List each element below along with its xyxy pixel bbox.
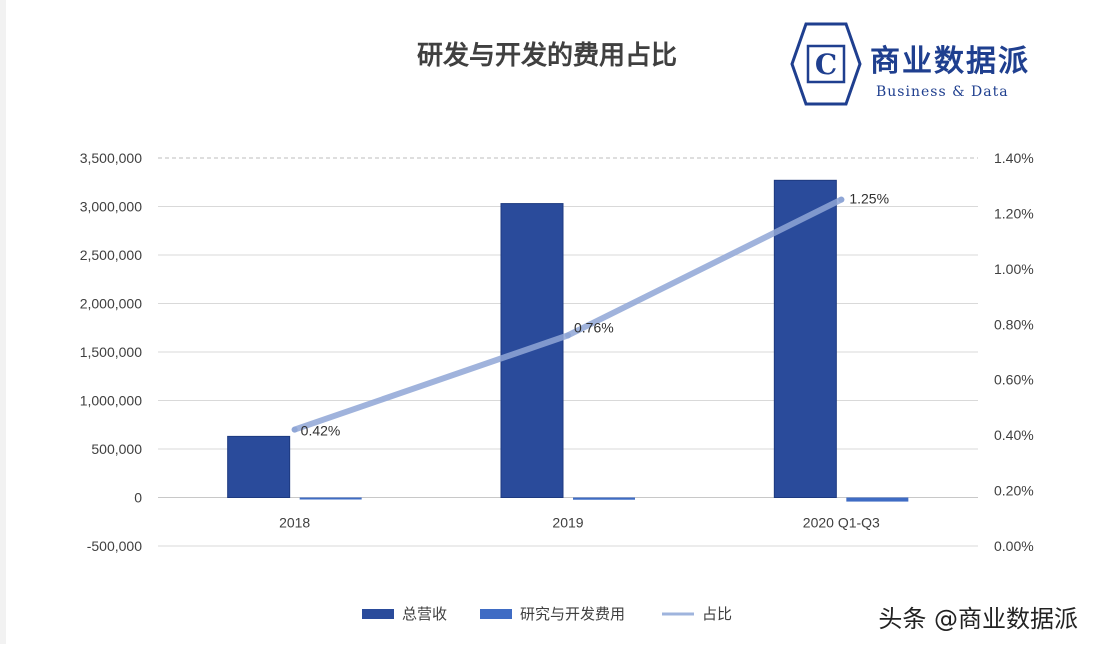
y-left-tick-label: 2,000,000 bbox=[80, 296, 142, 312]
line-point bbox=[291, 426, 298, 433]
logo-letter: C bbox=[815, 48, 837, 81]
line-ratio bbox=[291, 196, 845, 433]
y-right-tick-label: 1.20% bbox=[994, 205, 1034, 221]
logo-subtitle: Business & Data bbox=[876, 84, 1009, 100]
y-left-tick-label: 500,000 bbox=[91, 441, 142, 457]
bar-total-revenue bbox=[227, 435, 291, 499]
y-right-tick-label: 0.80% bbox=[994, 316, 1034, 332]
y-left-tick-label: 1,000,000 bbox=[80, 393, 142, 409]
y-left-tick-label: -500,000 bbox=[87, 538, 142, 554]
y-left-tick-label: 3,000,000 bbox=[80, 199, 142, 215]
legend-label: 占比 bbox=[702, 606, 732, 623]
y-left-tick-label: 2,500,000 bbox=[80, 247, 142, 263]
watermark-text: 头条 @商业数据派 bbox=[878, 605, 1078, 633]
x-tick-label: 2018 bbox=[279, 515, 310, 531]
line-data-label: 0.42% bbox=[301, 423, 341, 439]
legend-label: 总营收 bbox=[402, 606, 447, 623]
y-left-tick-label: 3,500,000 bbox=[80, 150, 142, 166]
x-tick-label: 2020 Q1-Q3 bbox=[803, 515, 880, 531]
legend-swatch bbox=[480, 609, 512, 619]
y-right-tick-label: 0.60% bbox=[994, 372, 1034, 388]
logo-name: 商业数据派 bbox=[870, 44, 1030, 79]
bar-total-revenue bbox=[773, 179, 837, 498]
bar-rd-expense bbox=[846, 497, 909, 502]
y-right-tick-label: 0.20% bbox=[994, 483, 1034, 499]
legend-label: 研究与开发费用 bbox=[520, 606, 625, 623]
left-edge bbox=[0, 0, 6, 644]
y-left-tick-label: 1,500,000 bbox=[80, 344, 142, 360]
x-tick-label: 2019 bbox=[552, 515, 583, 531]
line-point bbox=[838, 196, 845, 203]
bar-rd-expense bbox=[573, 497, 635, 500]
legend-swatch bbox=[362, 609, 394, 619]
brand-logo: C 商业数据派 Business & Data bbox=[788, 22, 1068, 106]
chart-title: 研发与开发的费用占比 bbox=[417, 40, 677, 71]
line-data-label: 1.25% bbox=[849, 191, 889, 207]
bar-rd-expense bbox=[299, 497, 362, 500]
y-right-tick-label: 1.00% bbox=[994, 261, 1034, 277]
y-right-tick-label: 1.40% bbox=[994, 150, 1034, 166]
y-right-tick-label: 0.40% bbox=[994, 427, 1034, 443]
line-point bbox=[565, 332, 571, 339]
logo-icon: C bbox=[790, 22, 862, 106]
y-left-tick-label: 0 bbox=[134, 490, 142, 506]
y-right-tick-label: 0.00% bbox=[994, 538, 1034, 554]
line-data-label: 0.76% bbox=[574, 319, 614, 335]
